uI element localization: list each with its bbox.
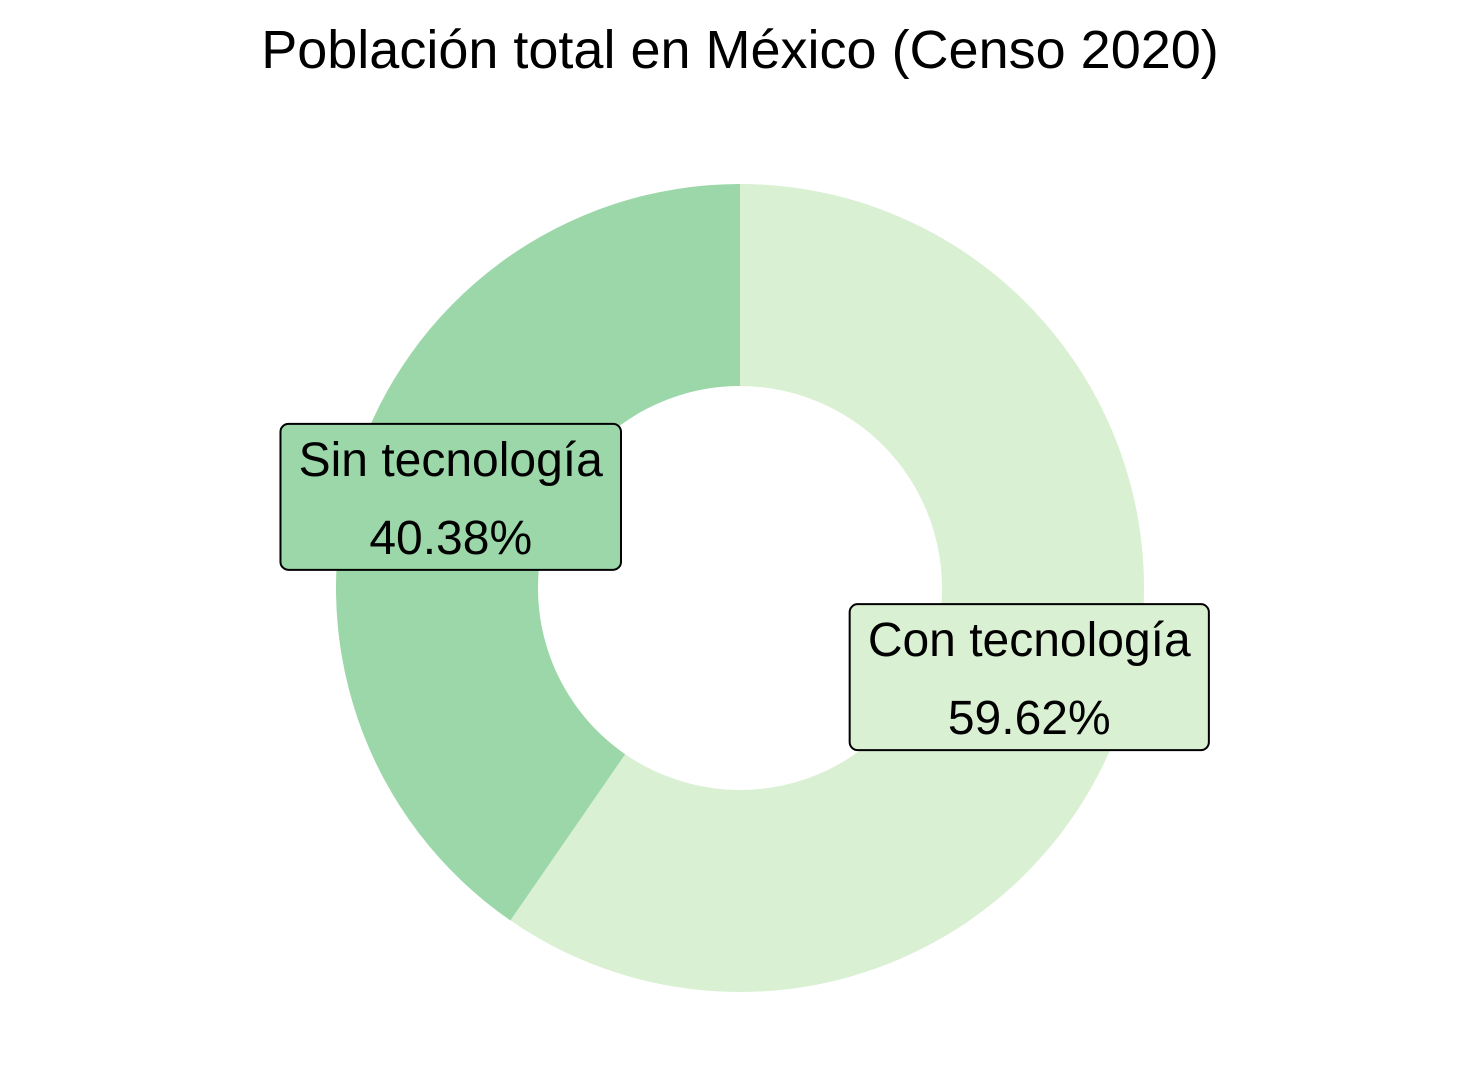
slice-category-label: Sin tecnología <box>299 434 604 487</box>
slice-labels: Con tecnología 59.62% Sin tecnología 40.38% <box>279 422 1210 752</box>
slice-value-label: 59.62% <box>948 692 1111 745</box>
label-box <box>848 603 1210 752</box>
donut-slices <box>335 184 1144 992</box>
slice-value-label: 40.38% <box>369 512 532 565</box>
slice-category-label: Con tecnología <box>868 614 1191 667</box>
label-box <box>279 422 622 571</box>
slice-label-con-tecnologia: Con tecnología 59.62% <box>848 603 1210 752</box>
chart-title: Población total en México (Censo 2020) <box>261 20 1219 80</box>
slice-con-tecnologia <box>510 184 1144 992</box>
slice-label-sin-tecnologia: Sin tecnología 40.38% <box>279 422 622 571</box>
